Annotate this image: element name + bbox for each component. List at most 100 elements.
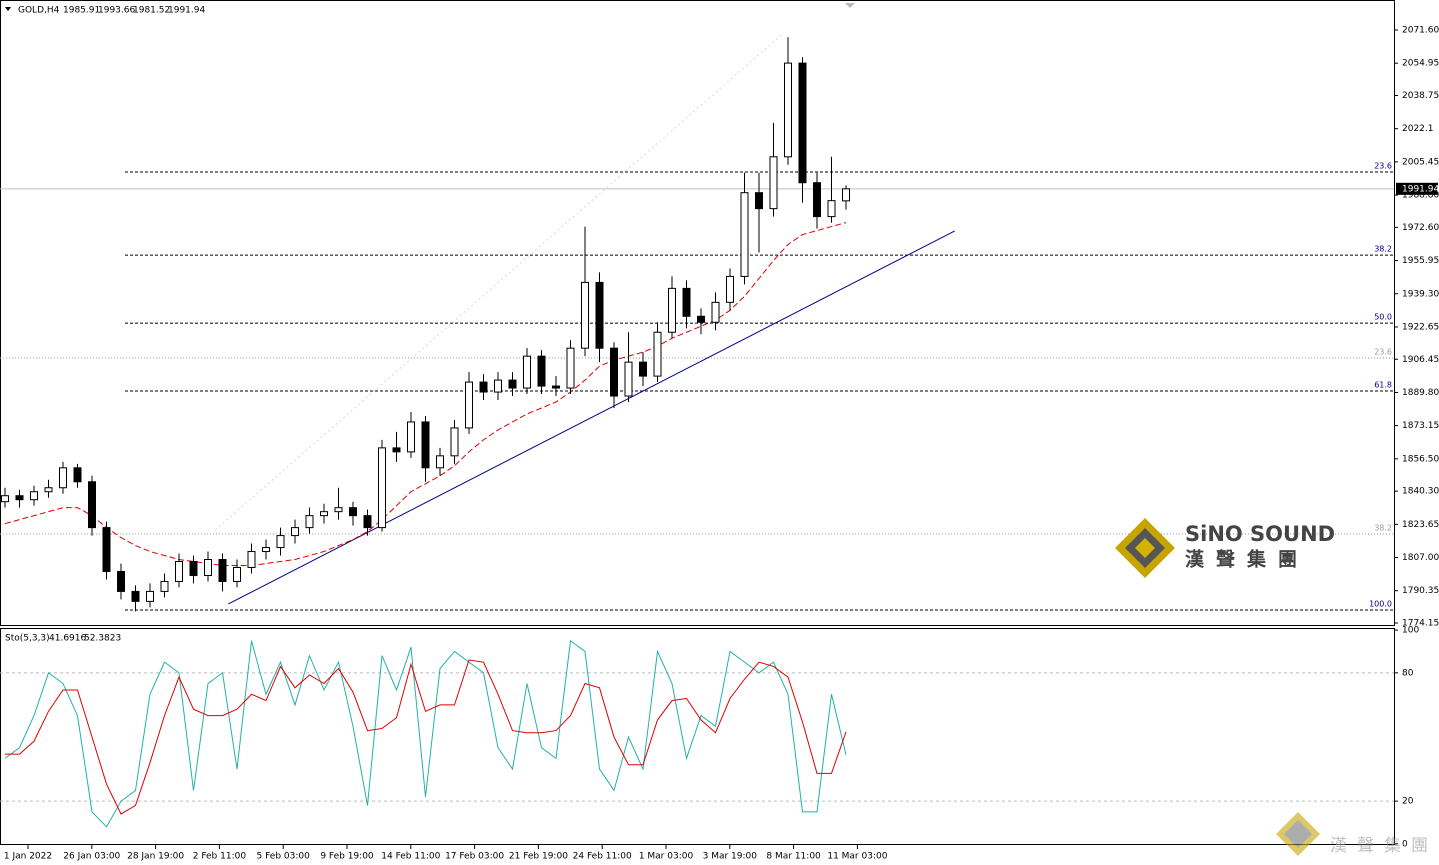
candle-body <box>682 287 691 317</box>
y-tick-label: 1972.60 <box>1402 223 1439 233</box>
x-tick-label: 11 Mar 03:00 <box>827 852 887 862</box>
x-tick-label: 17 Feb 03:00 <box>445 852 504 862</box>
candle-body <box>653 331 662 377</box>
y-tick-label: 20 <box>1402 797 1414 807</box>
candle-body <box>436 455 444 469</box>
y-tick-label: 2005.45 <box>1402 157 1439 167</box>
indicator-title: Sto(5,3,3) <box>5 634 50 644</box>
x-tick-label: 5 Feb 03:00 <box>257 852 311 862</box>
candle-body <box>508 379 517 389</box>
high: 1993.66 <box>98 6 135 16</box>
shift-marker <box>845 3 855 8</box>
y-tick-label: 80 <box>1402 668 1414 678</box>
x-tick-label: 21 Feb 19:00 <box>509 852 568 862</box>
y-tick-label: 1889.80 <box>1402 388 1439 398</box>
candle-body <box>73 467 82 483</box>
y-tick-label: 2071.60 <box>1402 26 1439 36</box>
candle-body <box>813 182 821 218</box>
indicator-signal: 52.3823 <box>84 634 121 644</box>
price-tag-label: 1991.94 <box>1402 184 1439 194</box>
candle-body <box>421 421 430 469</box>
low: 1981.52 <box>133 6 170 16</box>
y-tick-label: 1823.65 <box>1402 520 1439 530</box>
candle-body <box>552 385 560 389</box>
candle-body <box>44 487 53 493</box>
y-tick-label: 1906.45 <box>1402 355 1439 365</box>
candle-body <box>59 467 67 489</box>
stochastic-line <box>4 639 847 828</box>
moving-average <box>4 222 847 566</box>
y-tick-label: 1988.80 <box>1402 191 1439 201</box>
candle-body <box>842 188 850 202</box>
candle-body <box>450 427 459 457</box>
fib-label: 61.8 <box>1374 381 1392 390</box>
x-tick-label: 28 Jan 19:00 <box>127 852 184 862</box>
candle-body <box>610 347 618 397</box>
y-tick-label: 1807.00 <box>1402 553 1439 563</box>
indicator-panel <box>0 628 1395 845</box>
x-tick-label: 1 Jan 2022 <box>4 852 52 862</box>
candle-body <box>160 580 169 592</box>
candle-body <box>523 355 531 389</box>
candle-body <box>305 515 314 529</box>
watermark: 漢聲集團 <box>1276 812 1428 856</box>
menu-arrow <box>5 7 11 11</box>
y-tick-label: 2022.1 <box>1402 124 1434 134</box>
candle-body <box>711 301 720 323</box>
y-tick-label: 2038.75 <box>1402 91 1439 101</box>
candle-body <box>204 559 212 576</box>
trendline <box>228 230 955 605</box>
y-tick-label: 0 <box>1402 839 1408 849</box>
candle-body <box>276 535 285 549</box>
candle-body <box>320 511 328 517</box>
candle-body <box>465 381 473 429</box>
x-tick-label: 2 Feb 11:00 <box>193 852 247 862</box>
candle-body <box>233 566 241 582</box>
indicator-main: 41.6916 <box>49 634 86 644</box>
candle-body <box>668 287 676 333</box>
candle-body <box>639 361 647 377</box>
candle-body <box>755 192 763 210</box>
fib-label: 38.2 <box>1374 245 1392 254</box>
candle-body <box>117 570 125 592</box>
candle-body <box>30 491 38 501</box>
open: 1985.91 <box>63 6 100 16</box>
y-tick-label: 1774.15 <box>1402 619 1439 629</box>
candle-body <box>407 421 415 453</box>
y-tick-label: 1856.50 <box>1402 454 1439 464</box>
x-tick-label: 1 Mar 03:00 <box>639 852 694 862</box>
candle-body <box>102 527 111 572</box>
candle-body <box>581 281 589 349</box>
y-tick-label: 1790.35 <box>1402 586 1439 596</box>
x-tick-label: 9 Feb 19:00 <box>320 852 374 862</box>
close: 1991.94 <box>168 6 205 16</box>
candle-body <box>262 547 270 553</box>
brand: SiNO SOUND <box>1185 522 1335 546</box>
candle-body <box>291 527 299 537</box>
y-tick-label: 2054.95 <box>1402 59 1439 69</box>
candle-body <box>740 192 749 277</box>
candle-body <box>595 281 604 349</box>
candle-body <box>88 481 96 529</box>
candle-body <box>392 447 401 453</box>
symbol: GOLD,H4 <box>18 6 60 16</box>
x-tick-label: 26 Jan 03:00 <box>63 852 120 862</box>
candle-body <box>218 559 227 582</box>
candle-body <box>1 495 9 503</box>
fib-label: 23.6 <box>1374 161 1392 170</box>
candle-body <box>537 355 546 387</box>
x-tick-label: 3 Mar 19:00 <box>703 852 758 862</box>
main-panel <box>0 0 1395 626</box>
y-tick-label: 1939.30 <box>1402 289 1439 299</box>
x-tick-label: 14 Feb 11:00 <box>381 852 440 862</box>
y-tick-label: 1873.15 <box>1402 421 1439 431</box>
candle-body <box>334 507 343 513</box>
candle-body <box>349 507 357 517</box>
candle-body <box>363 515 372 529</box>
candle-body <box>378 447 386 529</box>
trendline <box>214 32 784 531</box>
candle-body <box>15 495 24 501</box>
candle-body <box>146 590 154 602</box>
